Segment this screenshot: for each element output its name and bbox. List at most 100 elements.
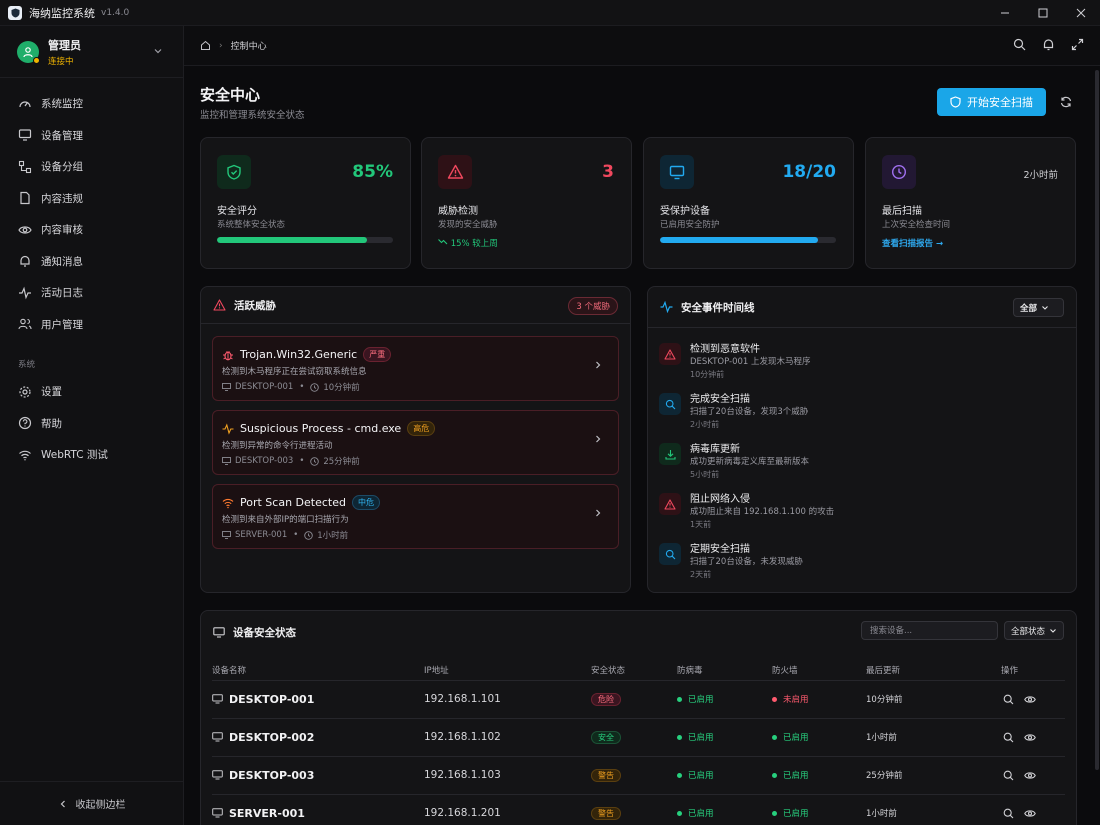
device-security-title: 设备安全状态 [233, 626, 296, 639]
monitor-icon [18, 129, 32, 141]
sidebar-item-help[interactable]: 帮助 [0, 408, 183, 440]
search-icon[interactable] [1003, 694, 1014, 705]
device-search-input[interactable] [861, 621, 998, 640]
last-scan-value: 2小时前 [1023, 170, 1058, 181]
sidebar-item-content-violations[interactable]: 内容违规 [0, 183, 183, 215]
threat-detection-desc: 发现的安全威胁 [438, 220, 498, 230]
firewall-status: 已启用 [772, 807, 866, 819]
sidebar-item-label: 帮助 [41, 417, 62, 430]
device-table: 设备名称 IP地址 安全状态 防病毒 防火墙 最后更新 操作 DESKTOP-0… [212, 660, 1065, 825]
timeline-filter-select[interactable]: 全部 [1012, 298, 1064, 317]
table-row: SERVER-001 192.168.1.201 警告 已启用 已启用 1小时前 [212, 793, 1065, 825]
threat-desc: 检测到异常的命令行进程活动 [222, 441, 333, 451]
collapse-sidebar-button[interactable]: 收起侧边栏 [0, 781, 183, 825]
eye-icon [18, 226, 32, 234]
event-time: 2天前 [690, 570, 712, 579]
user-profile[interactable]: 管理员 连接中 [0, 26, 183, 78]
threat-item[interactable]: Port Scan Detected 中危 检测到来自外部IP的端口扫描行为 S… [212, 484, 619, 549]
shield-icon [950, 96, 961, 108]
trend-down-icon [438, 239, 448, 245]
security-status-badge: 危险 [591, 692, 621, 706]
search-icon[interactable] [1003, 732, 1014, 743]
threat-count-value: 3 [602, 162, 614, 182]
timeline-event: 病毒库更新 成功更新病毒定义库至最新版本 5小时前 [659, 440, 1059, 484]
eye-icon[interactable] [1024, 732, 1036, 743]
sidebar-item-user-management[interactable]: 用户管理 [0, 309, 183, 341]
search-icon[interactable] [1003, 770, 1014, 781]
minimize-button[interactable] [986, 0, 1024, 26]
chevron-down-icon[interactable] [153, 46, 163, 56]
antivirus-status: 已启用 [677, 807, 772, 819]
user-name: 管理员 [48, 38, 81, 52]
wifi-icon [19, 450, 31, 461]
sidebar-item-system-monitor[interactable]: 系统监控 [0, 88, 183, 120]
wifi-icon [222, 498, 234, 508]
activity-icon [222, 422, 234, 435]
threat-device: DESKTOP-001 [235, 382, 294, 392]
monitor-icon [212, 694, 223, 704]
protected-devices-card: 18/20 受保护设备 已启用安全防护 [643, 137, 854, 269]
threat-detection-card: 3 威胁检测 发现的安全威胁 15% 较上周 [421, 137, 632, 269]
threat-trend-text: 15% 较上周 [450, 239, 498, 249]
alert-triangle-icon [659, 343, 681, 365]
close-button[interactable] [1062, 0, 1100, 26]
eye-icon[interactable] [1024, 770, 1036, 781]
bell-icon[interactable] [1042, 38, 1055, 51]
sidebar-item-webrtc-test[interactable]: WebRTC 测试 [0, 439, 183, 471]
page-title: 安全中心 [200, 86, 261, 104]
sidebar-item-device-groups[interactable]: 设备分组 [0, 151, 183, 183]
view-scan-report-link[interactable]: 查看扫描报告 → [882, 239, 944, 249]
breadcrumb-current: 控制中心 [230, 42, 267, 52]
timeline-title: 安全事件时间线 [681, 301, 755, 314]
fullscreen-icon[interactable] [1071, 38, 1084, 51]
monitor-icon [212, 808, 223, 818]
alert-triangle-icon [213, 299, 226, 311]
sidebar-item-settings[interactable]: 设置 [0, 376, 183, 408]
sidebar-item-label: 设备分组 [41, 161, 83, 174]
security-score-desc: 系统整体安全状态 [217, 220, 286, 230]
home-icon[interactable] [200, 40, 211, 51]
device-status-filter[interactable]: 全部状态 [1003, 621, 1064, 640]
event-title: 阻止网络入侵 [690, 494, 750, 505]
sidebar-item-notifications[interactable]: 通知消息 [0, 246, 183, 278]
title-bar: 海纳监控系统 v1.4.0 [0, 0, 1100, 26]
threat-name: Port Scan Detected [240, 496, 346, 509]
threat-count-badge: 3 个威胁 [568, 297, 618, 315]
device-ip: 192.168.1.103 [424, 755, 591, 794]
scrollbar-thumb[interactable] [1095, 70, 1099, 770]
eye-icon[interactable] [1024, 694, 1036, 705]
monitor-icon [212, 770, 223, 780]
threat-time: 1小时前 [317, 531, 349, 541]
threat-time: 25分钟前 [323, 457, 360, 467]
search-icon[interactable] [1013, 38, 1026, 51]
event-time: 5小时前 [690, 470, 720, 479]
search-icon[interactable] [1003, 808, 1014, 819]
refresh-icon[interactable] [1060, 96, 1072, 108]
start-scan-button[interactable]: 开始安全扫描 [937, 88, 1046, 116]
device-name: DESKTOP-001 [229, 692, 315, 706]
threat-item[interactable]: Trojan.Win32.Generic 严重 检测到木马程序正在尝试窃取系统信… [212, 336, 619, 401]
last-updated: 10分钟前 [866, 679, 1001, 718]
main-content: 安全中心 监控和管理系统安全状态 开始安全扫描 85% 安全评分 系统整体安全状… [184, 66, 1100, 825]
search-icon [659, 393, 681, 415]
eye-icon[interactable] [1024, 808, 1036, 819]
chevron-down-icon [1050, 628, 1056, 633]
threat-item[interactable]: Suspicious Process - cmd.exe 高危 检测到异常的命令… [212, 410, 619, 475]
sidebar-item-device-management[interactable]: 设备管理 [0, 120, 183, 152]
sidebar-item-content-review[interactable]: 内容审核 [0, 214, 183, 246]
collapse-label: 收起侧边栏 [75, 800, 126, 811]
security-score-value: 85% [352, 162, 393, 182]
table-row: DESKTOP-001 192.168.1.101 危险 已启用 未启用 10分… [212, 679, 1065, 718]
maximize-button[interactable] [1024, 0, 1062, 26]
timeline-header: 安全事件时间线 全部 [648, 287, 1076, 328]
protected-devices-desc: 已启用安全防护 [660, 220, 720, 230]
security-status-badge: 安全 [591, 730, 621, 744]
sidebar-item-activity-log[interactable]: 活动日志 [0, 277, 183, 309]
severity-badge: 严重 [363, 347, 392, 362]
device-ip: 192.168.1.101 [424, 679, 591, 718]
sidebar-nav: 系统监控 设备管理 设备分组 内容违规 内容审核 通知消息 [0, 78, 183, 471]
sidebar-item-label: 活动日志 [41, 287, 83, 300]
activity-icon [660, 301, 673, 313]
timeline-event: 完成安全扫描 扫描了20台设备，发现3个威胁 2小时前 [659, 390, 1059, 434]
scrollbar[interactable] [1095, 64, 1099, 824]
